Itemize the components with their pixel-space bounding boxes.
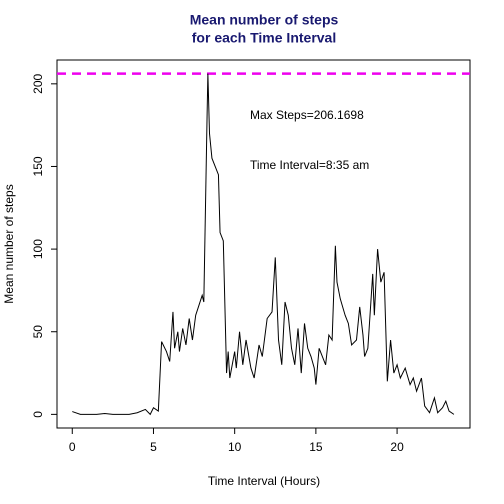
y-tick-label: 50 xyxy=(31,325,45,339)
y-axis-label: Mean number of steps xyxy=(2,184,16,303)
y-tick-label: 100 xyxy=(31,239,45,259)
x-tick-label: 5 xyxy=(150,440,157,454)
chart-title: for each Time Interval xyxy=(192,30,336,46)
annotation: Max Steps=206.1698 xyxy=(250,108,364,122)
line xyxy=(72,73,455,416)
y-tick-label: 200 xyxy=(31,73,45,93)
x-tick-label: 15 xyxy=(309,440,323,454)
x-tick-label: 20 xyxy=(390,440,404,454)
x-tick-label: 0 xyxy=(69,440,76,454)
y-tick-label: 150 xyxy=(31,156,45,176)
y-tick-label: 0 xyxy=(31,411,45,418)
annotation: Time Interval=8:35 am xyxy=(250,158,369,172)
x-axis-label: Time Interval (Hours) xyxy=(208,474,320,488)
x-tick-label: 10 xyxy=(228,440,242,454)
chart-title: Mean number of steps xyxy=(190,12,339,28)
